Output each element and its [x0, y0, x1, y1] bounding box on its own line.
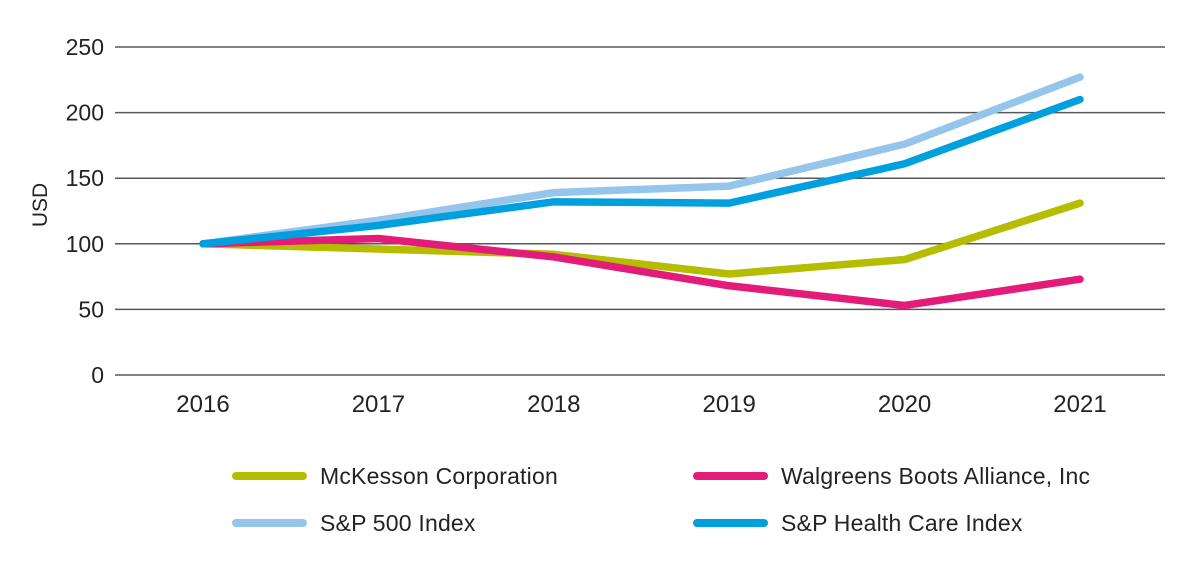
- x-tick-label: 2021: [1053, 391, 1106, 418]
- x-tick-label: 2017: [352, 391, 405, 418]
- series-line-mckesson: [199, 199, 1084, 278]
- legend-label-mckesson: McKesson Corporation: [320, 462, 558, 489]
- legend-label-sphealthcare: S&P Health Care Index: [781, 509, 1023, 536]
- y-tick-label: 50: [78, 296, 104, 322]
- x-tick-label: 2020: [878, 391, 931, 418]
- series-line-walgreens: [199, 234, 1084, 310]
- series-line-sp500: [199, 73, 1084, 248]
- mckesson-line-swatch: [232, 472, 307, 480]
- chart-svg: 0 50 100 150 200 250 2016 2017 2018 2019 2020 2021 U…: [29, 34, 1165, 418]
- legend-label-sp500: S&P 500 Index: [320, 509, 476, 536]
- walgreens-line-swatch: [693, 472, 768, 480]
- legend-item-sp500: S&P 500 Index: [232, 510, 693, 537]
- legend-item-walgreens: Walgreens Boots Alliance, Inc: [693, 463, 1090, 490]
- legend-row-2: S&P 500 Index S&P Health Care Index: [232, 509, 1192, 537]
- y-tick-label: 250: [66, 34, 104, 60]
- series-line-sp-health-care: [199, 95, 1084, 248]
- y-tick-label: 200: [66, 100, 104, 126]
- x-tick-label: 2018: [527, 391, 580, 418]
- legend-item-sphealthcare: S&P Health Care Index: [693, 510, 1023, 537]
- y-tick-label: 150: [66, 165, 104, 191]
- y-axis-title: USD: [29, 183, 52, 227]
- sp500-line-swatch: [232, 519, 307, 527]
- legend-item-mckesson: McKesson Corporation: [232, 463, 693, 490]
- x-tick-label: 2016: [176, 391, 229, 418]
- y-tick-label: 0: [91, 362, 104, 388]
- sp-health-care-line-swatch: [693, 519, 768, 527]
- x-tick-label: 2019: [703, 391, 756, 418]
- legend-label-walgreens: Walgreens Boots Alliance, Inc: [781, 462, 1091, 489]
- legend-row-1: McKesson Corporation Walgreens Boots All…: [232, 462, 1192, 490]
- y-tick-label: 100: [66, 231, 104, 257]
